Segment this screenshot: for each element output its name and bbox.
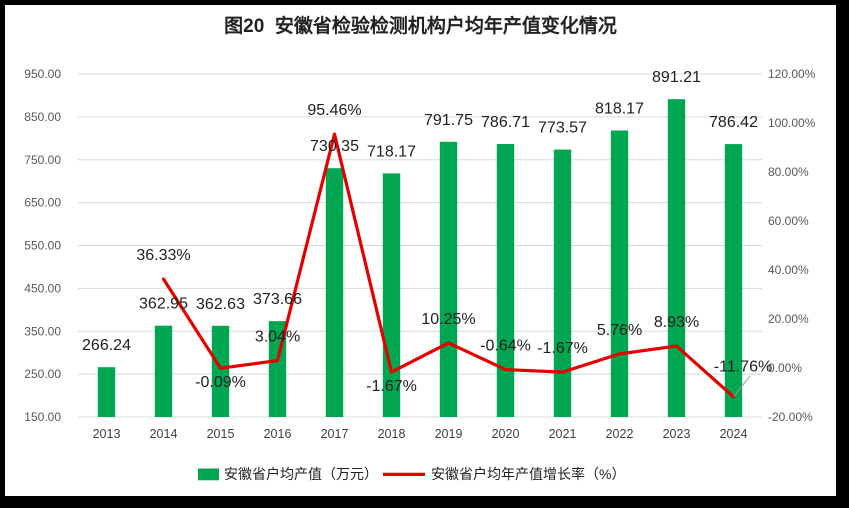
- svg-text:350.00: 350.00: [24, 324, 61, 338]
- svg-text:786.42: 786.42: [709, 114, 758, 131]
- svg-text:850.00: 850.00: [24, 110, 61, 124]
- svg-text:266.24: 266.24: [82, 337, 131, 354]
- svg-text:891.21: 891.21: [652, 69, 701, 86]
- svg-text:0.00%: 0.00%: [768, 361, 802, 375]
- svg-text:-0.09%: -0.09%: [195, 374, 246, 391]
- svg-text:-11.76%: -11.76%: [714, 359, 772, 376]
- svg-text:安徽省户均年产值增长率（%）: 安徽省户均年产值增长率（%）: [431, 466, 625, 482]
- svg-text:8.93%: 8.93%: [654, 314, 699, 331]
- svg-text:5.76%: 5.76%: [597, 322, 642, 339]
- svg-text:60.00%: 60.00%: [768, 214, 809, 228]
- svg-text:150.00: 150.00: [24, 410, 61, 424]
- svg-text:-1.67%: -1.67%: [537, 340, 588, 357]
- svg-text:2021: 2021: [549, 427, 577, 441]
- svg-text:10.25%: 10.25%: [421, 311, 475, 328]
- svg-text:650.00: 650.00: [24, 196, 61, 210]
- svg-text:40.00%: 40.00%: [768, 263, 809, 277]
- svg-text:791.75: 791.75: [424, 112, 473, 129]
- svg-text:2015: 2015: [207, 427, 235, 441]
- svg-text:-1.67%: -1.67%: [366, 378, 417, 395]
- svg-text:3.04%: 3.04%: [255, 329, 300, 346]
- svg-text:2020: 2020: [492, 427, 520, 441]
- svg-text:2023: 2023: [663, 427, 691, 441]
- svg-text:2016: 2016: [264, 427, 292, 441]
- svg-text:2017: 2017: [321, 427, 349, 441]
- svg-text:730.35: 730.35: [310, 138, 359, 155]
- svg-text:2019: 2019: [435, 427, 463, 441]
- svg-text:786.71: 786.71: [481, 114, 530, 131]
- svg-text:-20.00%: -20.00%: [768, 410, 813, 424]
- svg-text:2014: 2014: [150, 427, 178, 441]
- svg-text:550.00: 550.00: [24, 239, 61, 253]
- svg-text:80.00%: 80.00%: [768, 165, 809, 179]
- svg-text:750.00: 750.00: [24, 153, 61, 167]
- svg-text:362.95: 362.95: [139, 296, 188, 313]
- svg-text:362.63: 362.63: [196, 296, 245, 313]
- svg-text:950.00: 950.00: [24, 67, 61, 81]
- svg-text:-0.64%: -0.64%: [480, 338, 531, 355]
- svg-text:100.00%: 100.00%: [768, 116, 816, 130]
- svg-text:2022: 2022: [606, 427, 634, 441]
- svg-text:773.57: 773.57: [538, 120, 587, 137]
- svg-text:95.46%: 95.46%: [307, 102, 361, 119]
- svg-text:2013: 2013: [93, 427, 121, 441]
- svg-text:20.00%: 20.00%: [768, 312, 809, 326]
- svg-text:373.66: 373.66: [253, 291, 302, 308]
- svg-text:36.33%: 36.33%: [136, 247, 190, 264]
- svg-text:250.00: 250.00: [24, 367, 61, 381]
- svg-text:120.00%: 120.00%: [768, 67, 816, 81]
- svg-text:2024: 2024: [720, 427, 748, 441]
- svg-text:450.00: 450.00: [24, 281, 61, 295]
- svg-text:2018: 2018: [378, 427, 406, 441]
- svg-text:718.17: 718.17: [367, 143, 416, 160]
- svg-text:818.17: 818.17: [595, 101, 644, 118]
- svg-text:安徽省户均产值（万元）: 安徽省户均产值（万元）: [224, 466, 378, 482]
